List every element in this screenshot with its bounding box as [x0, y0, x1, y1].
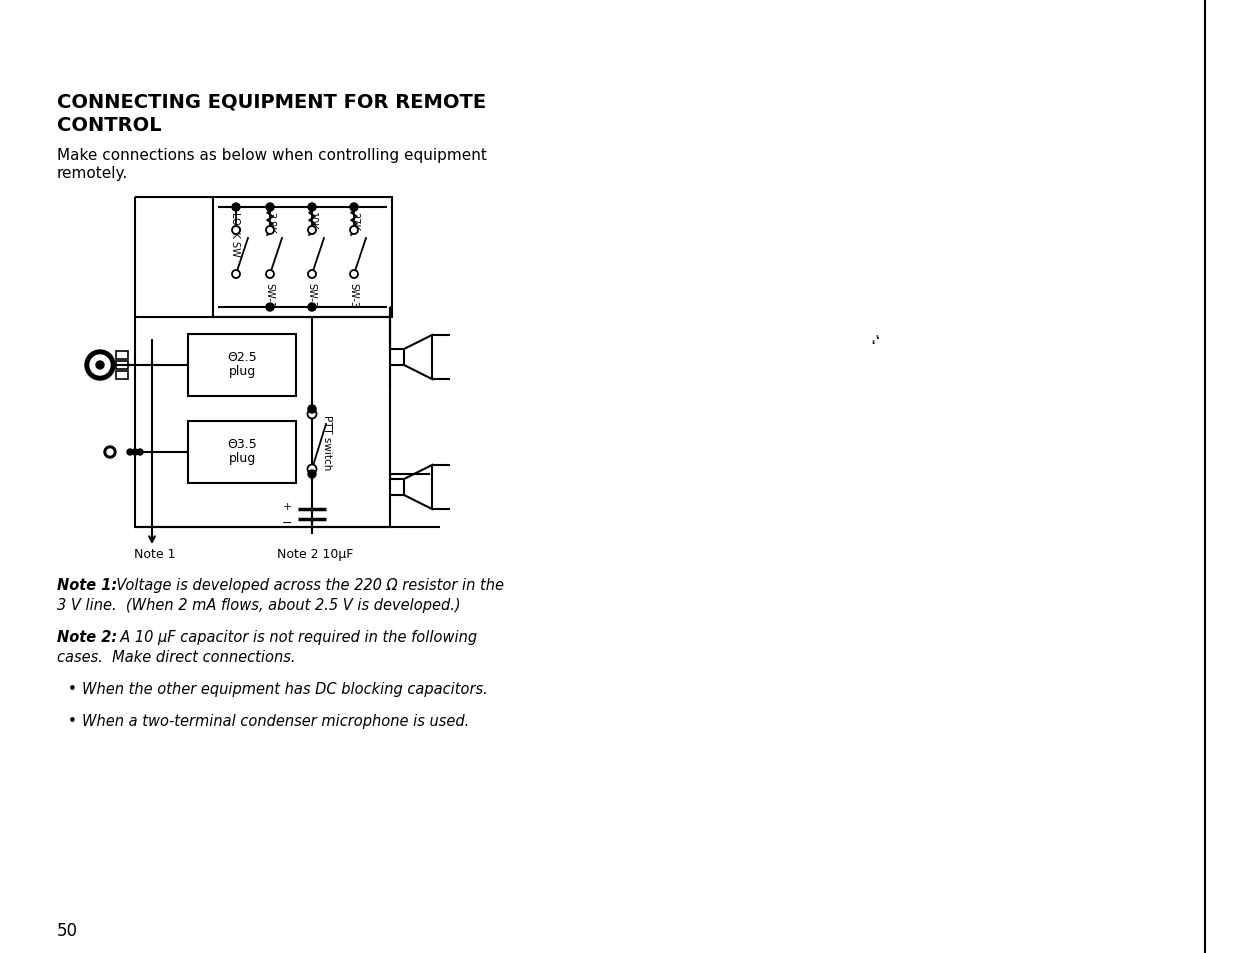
Circle shape	[308, 204, 316, 212]
Text: Make connections as below when controlling equipment: Make connections as below when controlli…	[57, 148, 487, 163]
Circle shape	[266, 304, 274, 312]
Text: Note 1:: Note 1:	[57, 578, 117, 593]
Text: 3 V line.  (When 2 mA flows, about 2.5 V is developed.): 3 V line. (When 2 mA flows, about 2.5 V …	[57, 598, 461, 613]
Text: CONNECTING EQUIPMENT FOR REMOTE: CONNECTING EQUIPMENT FOR REMOTE	[57, 91, 487, 111]
Circle shape	[308, 471, 316, 478]
Circle shape	[308, 227, 316, 234]
Text: Θ2.5: Θ2.5	[227, 351, 257, 364]
Text: Note 2 10μF: Note 2 10μF	[277, 547, 353, 560]
Text: •: •	[68, 681, 77, 697]
Text: Note 2:: Note 2:	[57, 629, 117, 644]
Circle shape	[266, 204, 274, 212]
Circle shape	[308, 465, 316, 474]
Text: .·: .·	[869, 330, 879, 345]
Circle shape	[308, 410, 316, 419]
Text: •: •	[68, 713, 77, 728]
Text: PTT switch: PTT switch	[322, 415, 332, 470]
Text: plug: plug	[228, 452, 256, 465]
Text: SW-1: SW-1	[264, 283, 274, 308]
Bar	[116, 352, 128, 359]
Text: 3.9K: 3.9K	[266, 212, 275, 233]
Text: When the other equipment has DC blocking capacitors.: When the other equipment has DC blocking…	[82, 681, 488, 697]
Bar	[188, 335, 296, 396]
Bar	[116, 361, 128, 370]
Circle shape	[308, 406, 316, 414]
Text: Voltage is developed across the 220 Ω resistor in the: Voltage is developed across the 220 Ω re…	[107, 578, 504, 593]
Text: −: −	[282, 516, 291, 529]
Bar	[116, 372, 128, 379]
Text: remotely.: remotely.	[57, 166, 128, 181]
Text: 50: 50	[57, 921, 78, 939]
Circle shape	[96, 361, 104, 370]
Circle shape	[85, 351, 115, 380]
Text: .·: .·	[869, 330, 881, 348]
Circle shape	[350, 227, 358, 234]
Text: SW-2: SW-2	[306, 283, 316, 308]
Circle shape	[137, 450, 143, 456]
Text: 27K: 27K	[350, 212, 359, 231]
Text: A 10 μF capacitor is not required in the following: A 10 μF capacitor is not required in the…	[111, 629, 477, 644]
Bar	[135, 317, 390, 527]
Circle shape	[107, 450, 112, 456]
Circle shape	[132, 450, 138, 456]
Circle shape	[266, 271, 274, 278]
Text: Θ3.5: Θ3.5	[227, 438, 257, 451]
Circle shape	[127, 450, 133, 456]
Bar	[188, 421, 296, 483]
Text: Note 1: Note 1	[135, 547, 175, 560]
Circle shape	[232, 271, 240, 278]
Circle shape	[90, 355, 110, 375]
Circle shape	[266, 227, 274, 234]
Circle shape	[308, 271, 316, 278]
Text: +: +	[283, 501, 291, 512]
Bar	[212, 198, 391, 317]
Text: 10K: 10K	[308, 212, 317, 231]
Circle shape	[232, 204, 240, 212]
Text: plug: plug	[228, 365, 256, 378]
Circle shape	[350, 271, 358, 278]
Circle shape	[104, 447, 116, 458]
Text: SW-3: SW-3	[348, 283, 358, 308]
Text: When a two-terminal condenser microphone is used.: When a two-terminal condenser microphone…	[82, 713, 469, 728]
Text: LOCK SW: LOCK SW	[230, 212, 240, 256]
Text: CONTROL: CONTROL	[57, 116, 162, 135]
Text: cases.  Make direct connections.: cases. Make direct connections.	[57, 649, 295, 664]
Circle shape	[232, 227, 240, 234]
Circle shape	[308, 304, 316, 312]
Circle shape	[350, 204, 358, 212]
